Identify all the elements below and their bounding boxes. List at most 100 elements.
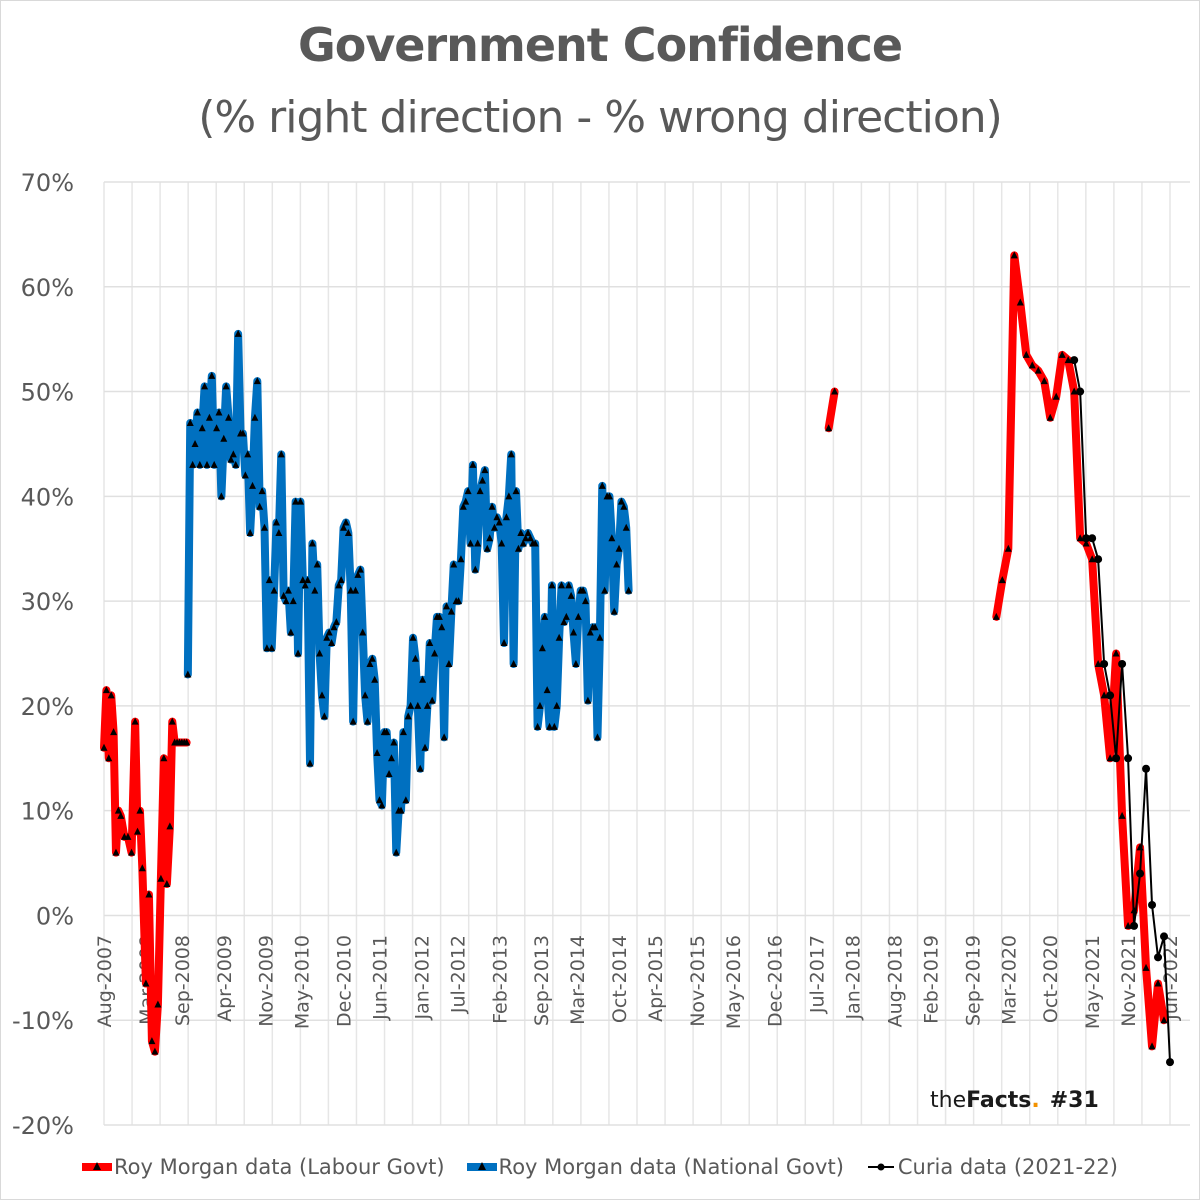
data-point-triangle [407,701,415,709]
data-point-triangle [579,586,587,594]
data-point-triangle [555,633,563,641]
x-tick-label: Mar-2020 [998,935,1020,1025]
data-point-triangle [445,659,453,667]
data-point-triangle [392,848,400,856]
data-point-triangle [371,675,379,683]
data-point-triangle [438,623,446,631]
data-point-triangle [1124,921,1132,929]
brand-watermark: theFacts. #31 [930,1088,1099,1113]
data-point-triangle [151,1047,159,1055]
data-point-triangle [340,523,348,531]
data-point-triangle [483,544,491,552]
data-point-triangle [105,754,113,762]
data-point-triangle [220,434,228,442]
y-tick-label: 70% [21,169,74,197]
data-point-triangle [435,612,443,620]
data-point-triangle [586,628,594,636]
data-point-triangle [270,586,278,594]
data-point-triangle [605,492,613,500]
data-point-triangle [136,806,144,814]
data-point-triangle [354,570,362,578]
data-point-triangle [210,460,218,468]
data-point-triangle [124,832,132,840]
data-point-triangle [160,754,168,762]
x-tick-label: Apr-2009 [214,935,236,1022]
data-point-triangle [145,890,153,898]
data-point-triangle [246,529,254,537]
data-point-triangle [565,581,573,589]
data-point-triangle [131,717,139,725]
x-tick-label: Nov-2009 [256,935,278,1027]
data-point-triangle [512,487,520,495]
x-tick-label: May-2010 [292,935,314,1029]
brand-issue: #31 [1049,1088,1099,1113]
data-point-circle [1160,932,1169,941]
data-point-triangle [615,544,623,552]
data-point-triangle [280,591,288,599]
brand-name: Facts [966,1088,1032,1113]
data-point-triangle [311,586,319,594]
data-point-circle [1124,754,1133,763]
data-point-triangle [1070,387,1078,395]
data-point-triangle [1148,1042,1156,1050]
data-point-triangle [325,628,333,636]
data-point-triangle [488,502,496,510]
data-point-triangle [375,796,383,804]
data-point-triangle [622,523,630,531]
data-point-triangle [507,450,515,458]
x-tick-label: Jan-2018 [843,935,865,1021]
data-point-triangle [272,518,280,526]
data-point-triangle [217,492,225,500]
data-point-triangle [570,628,578,636]
data-point-triangle [474,539,482,547]
legend-item-labour: Roy Morgan data (Labour Govt) [82,1155,445,1179]
y-tick-label: 10% [21,798,74,826]
x-tick-label: Mar-2014 [567,935,589,1025]
data-point-circle [1088,534,1097,543]
data-point-triangle [1040,377,1048,385]
data-point-triangle [117,811,125,819]
x-tick-label: Jan-2012 [411,935,433,1021]
data-point-triangle [263,644,271,652]
data-point-triangle [241,471,249,479]
data-point-triangle [208,371,216,379]
data-point-triangle [378,801,386,809]
data-point-triangle [277,450,285,458]
data-point-triangle [138,864,146,872]
data-point-triangle [213,424,221,432]
data-point-triangle [831,387,839,395]
y-tick-label: 60% [21,274,74,302]
data-point-triangle [1142,963,1150,971]
data-point-triangle [443,602,451,610]
data-point-triangle [256,502,264,510]
data-point-triangle [517,529,525,537]
legend-swatch-labour-icon [82,1162,113,1171]
data-point-triangle [102,686,110,694]
data-point-triangle [450,560,458,568]
data-point-triangle [390,738,398,746]
data-point-triangle [550,722,558,730]
series-layer [100,251,1174,1067]
data-point-circle [1082,534,1091,543]
data-point-triangle [260,523,268,531]
data-point-circle [1076,387,1085,396]
data-point-triangle [459,502,467,510]
legend-item-national: Roy Morgan data (National Govt) [466,1155,844,1179]
data-point-triangle [431,649,439,657]
data-point-triangle [992,612,1000,620]
data-point-triangle [534,722,542,730]
data-point-triangle [186,418,194,426]
data-point-triangle [222,382,230,390]
x-tick-label: Oct-2014 [609,935,631,1023]
x-tick-label: Jul-2017 [807,935,829,1014]
data-point-triangle [304,576,312,584]
data-point-triangle [476,487,484,495]
data-point-triangle [344,529,352,537]
data-point-triangle [1106,754,1114,762]
data-point-triangle [598,481,606,489]
data-point-triangle [526,534,534,542]
data-point-triangle [373,749,381,757]
data-point-triangle [330,623,338,631]
chart-legend: Roy Morgan data (Labour Govt) Roy Morgan… [0,1155,1200,1179]
legend-swatch-national-icon [466,1162,497,1171]
